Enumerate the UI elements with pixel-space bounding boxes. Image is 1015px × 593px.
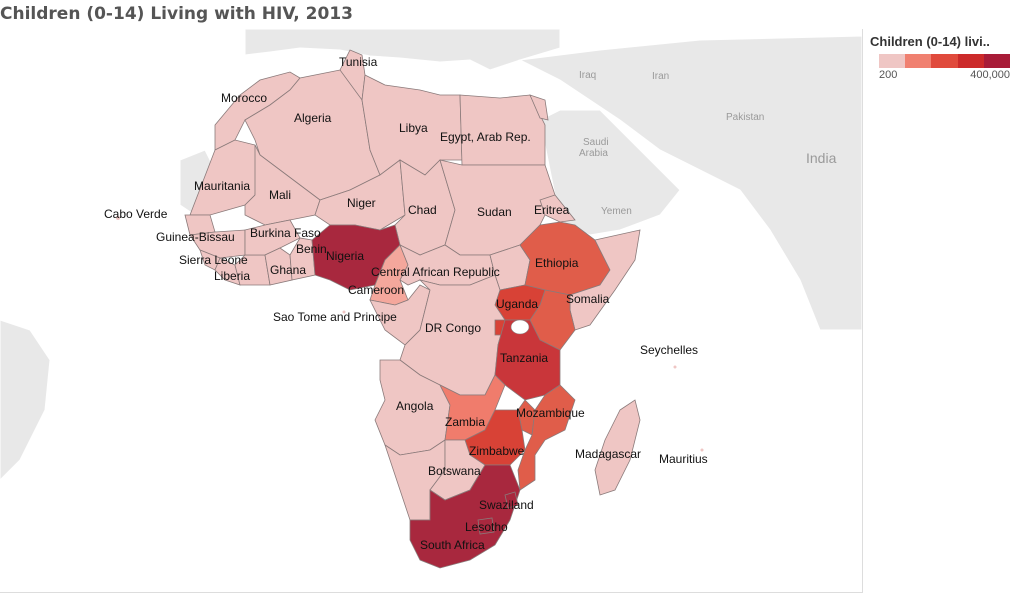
island-sao-tome[interactable] — [342, 310, 346, 314]
label-eritrea: Eritrea — [534, 203, 570, 217]
label-iraq: Iraq — [579, 70, 596, 81]
label-india: India — [806, 150, 837, 166]
label-ghana: Ghana — [270, 263, 306, 277]
lake-victoria — [510, 319, 530, 335]
label-botswana: Botswana — [428, 464, 481, 478]
label-tanzania: Tanzania — [500, 351, 548, 365]
background-labels: Iraq Iran Saudi Arabia Pakistan Yemen In… — [579, 70, 837, 217]
country-eritrea[interactable] — [539, 194, 576, 223]
chart-title: Children (0-14) Living with HIV, 2013 — [0, 4, 353, 24]
label-swaziland: Swaziland — [479, 498, 534, 512]
country-malawi[interactable] — [517, 399, 536, 436]
legend-swatch-2 — [905, 54, 932, 68]
label-south-africa: South Africa — [420, 538, 485, 552]
label-chad: Chad — [408, 203, 437, 217]
country-lesotho[interactable] — [477, 517, 495, 535]
legend-max-label: 400,000 — [970, 69, 1010, 81]
color-legend: Children (0-14) livi.. 200 400,000 — [870, 34, 1015, 83]
label-yemen: Yemen — [601, 206, 632, 217]
label-libya: Libya — [399, 121, 428, 135]
label-liberia: Liberia — [214, 269, 250, 283]
label-sudan: Sudan — [477, 205, 512, 219]
label-tunisia: Tunisia — [339, 55, 378, 69]
label-somalia: Somalia — [566, 292, 610, 306]
label-mali: Mali — [269, 188, 291, 202]
label-iran: Iran — [652, 71, 669, 82]
legend-swatch-3 — [931, 54, 958, 68]
label-saudi-2: Arabia — [579, 148, 608, 159]
label-mauritius: Mauritius — [659, 452, 708, 466]
label-algeria: Algeria — [294, 111, 332, 125]
label-saudi-1: Saudi — [583, 137, 609, 148]
legend-swatch-1 — [879, 54, 906, 68]
label-sao-tome: Sao Tome and Principe — [273, 310, 397, 324]
legend-labels: 200 400,000 — [879, 69, 1010, 83]
legend-color-ramp — [879, 54, 1011, 68]
island-mauritius[interactable] — [700, 448, 704, 452]
label-angola: Angola — [396, 399, 434, 413]
label-central-african-republic: Central African Republic — [371, 265, 500, 279]
legend-min-label: 200 — [879, 69, 898, 81]
label-sierra-leone: Sierra Leone — [179, 253, 248, 267]
label-ethiopia: Ethiopia — [535, 256, 579, 270]
label-nigeria: Nigeria — [326, 249, 364, 263]
label-seychelles: Seychelles — [640, 343, 698, 357]
africa-map[interactable]: Iraq Iran Saudi Arabia Pakistan Yemen In… — [0, 29, 862, 592]
label-morocco: Morocco — [221, 91, 267, 105]
label-madagascar: Madagascar — [575, 447, 641, 461]
island-seychelles[interactable] — [673, 365, 677, 369]
legend-title[interactable]: Children (0-14) livi.. — [870, 34, 990, 49]
label-guinea-bissau: Guinea-Bissau — [156, 230, 235, 244]
label-cabo-verde: Cabo Verde — [104, 207, 168, 221]
label-benin: Benin — [296, 242, 327, 256]
label-zimbabwe: Zimbabwe — [469, 444, 525, 458]
label-niger: Niger — [347, 196, 376, 210]
country-madagascar[interactable] — [594, 399, 641, 496]
country-tunisia[interactable] — [339, 49, 366, 102]
legend-swatch-5 — [983, 54, 1011, 68]
legend-swatch-4 — [957, 54, 984, 68]
label-egypt: Egypt, Arab Rep. — [440, 130, 531, 144]
label-mozambique: Mozambique — [516, 406, 585, 420]
background-land — [0, 29, 862, 481]
country-swaziland[interactable] — [504, 491, 519, 509]
country-shapes[interactable] — [184, 49, 641, 569]
label-zambia: Zambia — [445, 415, 485, 429]
country-burkina-faso[interactable] — [244, 219, 301, 256]
label-dr-congo: DR Congo — [425, 321, 481, 335]
label-burkina-faso: Burkina Faso — [250, 226, 321, 240]
country-labels: Tunisia Morocco Algeria Libya Egypt, Ara… — [104, 55, 708, 552]
label-cameroon: Cameroon — [348, 283, 404, 297]
map-viewport[interactable]: Iraq Iran Saudi Arabia Pakistan Yemen In… — [0, 29, 863, 593]
label-mauritania: Mauritania — [194, 179, 250, 193]
country-sinai[interactable] — [529, 94, 549, 121]
island-cabo-verde[interactable] — [116, 216, 120, 220]
label-lesotho: Lesotho — [465, 520, 508, 534]
label-uganda: Uganda — [496, 297, 538, 311]
country-south-africa[interactable] — [409, 464, 521, 569]
country-mozambique[interactable] — [517, 384, 576, 491]
country-niger[interactable] — [314, 159, 406, 231]
label-pakistan: Pakistan — [726, 112, 764, 123]
